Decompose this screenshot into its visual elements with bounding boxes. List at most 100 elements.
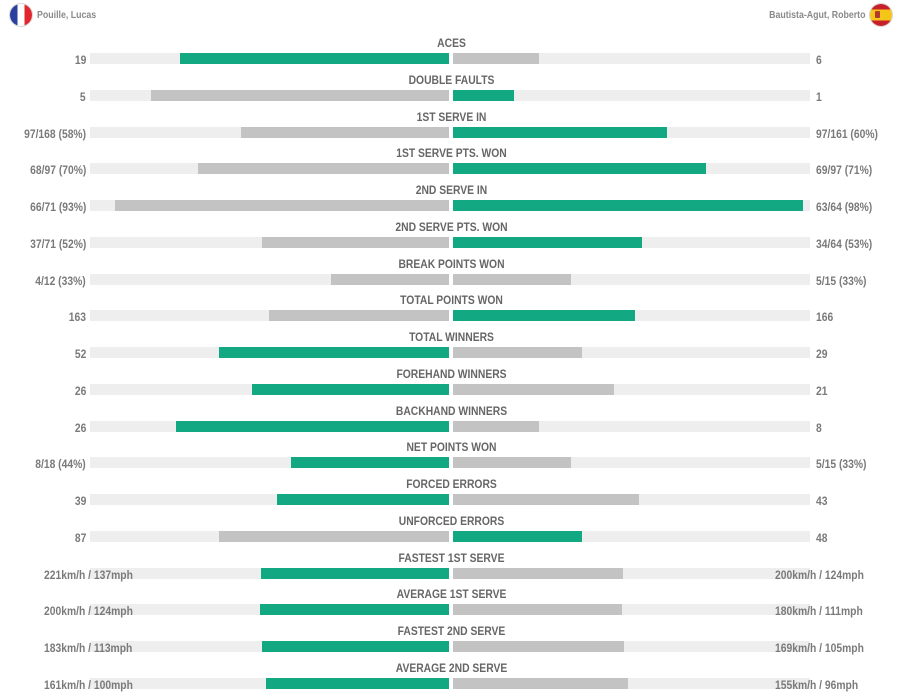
- stat-value-right: 63/64 (98%): [816, 200, 873, 214]
- stat-value-left: 26: [74, 421, 86, 435]
- player-right: Bautista-Agut, Roberto: [756, 4, 892, 26]
- stat-title: FORCED ERRORS: [406, 477, 497, 491]
- stat-title: TOTAL WINNERS: [409, 330, 494, 344]
- stat-title: TOTAL POINTS WON: [400, 293, 503, 307]
- stat-value-left: 97/168 (58%): [24, 127, 86, 141]
- stat-row: AVERAGE 2ND SERVE 161km/h / 100mph 155km/h…: [0, 661, 903, 698]
- stat-track-left: [90, 457, 449, 468]
- stat-value-right: 5/15 (33%): [816, 274, 867, 288]
- stat-row: TOTAL WINNERS 52 29: [0, 330, 903, 367]
- stat-row: FORCED ERRORS 39 43: [0, 477, 903, 514]
- stat-title: FOREHAND WINNERS: [396, 367, 507, 381]
- stat-title: FASTEST 1ST SERVE: [398, 551, 505, 565]
- stat-bar-left: [262, 237, 449, 248]
- stat-track-right: [453, 421, 810, 432]
- stat-bar-left: [241, 127, 449, 138]
- stat-row: 2ND SERVE IN 66/71 (93%) 63/64 (98%): [0, 183, 903, 220]
- stat-bar-left: [331, 274, 449, 285]
- stat-row: BREAK POINTS WON 4/12 (33%) 5/15 (33%): [0, 257, 903, 294]
- stat-title: DOUBLE FAULTS: [408, 73, 495, 87]
- stat-value-right: 1: [816, 90, 822, 104]
- stat-title: NET POINTS WON: [406, 440, 497, 454]
- stat-track-right: [453, 641, 810, 652]
- stat-row: FASTEST 1ST SERVE 221km/h / 137mph 200km/h…: [0, 551, 903, 588]
- player-left-name: Pouille, Lucas: [37, 9, 97, 21]
- match-stats-header: Pouille, Lucas Bautista-Agut, Roberto: [0, 0, 903, 30]
- stat-track-right: [453, 53, 810, 64]
- stat-value-left: 39: [74, 494, 86, 508]
- stat-value-left: 37/71 (52%): [29, 237, 86, 251]
- stat-bar-right: [453, 568, 623, 579]
- stat-row: FOREHAND WINNERS 26 21: [0, 367, 903, 404]
- stat-value-right: 200km/h / 124mph: [775, 568, 864, 582]
- stat-track-right: [453, 568, 810, 579]
- stat-track-left: [90, 494, 449, 505]
- stat-value-right: 169km/h / 105mph: [775, 641, 864, 655]
- stat-value-right: 69/97 (71%): [816, 163, 873, 177]
- stat-title: UNFORCED ERRORS: [398, 514, 505, 528]
- stat-bar-right: [453, 421, 539, 432]
- flag-spain-icon: [870, 4, 892, 26]
- stat-value-left: 68/97 (70%): [29, 163, 86, 177]
- stat-title: BACKHAND WINNERS: [395, 404, 508, 418]
- stat-track-left: [90, 274, 449, 285]
- stat-title: 2ND SERVE PTS. WON: [395, 220, 508, 234]
- stat-bar-right: [453, 163, 706, 174]
- flag-france-icon: [10, 4, 32, 26]
- stat-bar-right: [453, 384, 614, 395]
- stat-track-right: [453, 531, 810, 542]
- stat-row: FASTEST 2ND SERVE 183km/h / 113mph 169km/h…: [0, 624, 903, 661]
- stat-bar-left: [115, 200, 449, 211]
- stat-value-right: 180km/h / 111mph: [775, 604, 863, 618]
- stat-value-left: 200km/h / 124mph: [44, 604, 133, 618]
- stat-bar-right: [453, 531, 582, 542]
- stat-value-right: 8: [816, 421, 822, 435]
- stat-track-right: [453, 604, 810, 615]
- stat-track-right: [453, 457, 810, 468]
- stat-row: DOUBLE FAULTS 5 1: [0, 73, 903, 110]
- stat-value-right: 21: [816, 384, 828, 398]
- stat-value-left: 66/71 (93%): [29, 200, 86, 214]
- stat-row: TOTAL POINTS WON 163 166: [0, 293, 903, 330]
- stat-value-left: 26: [74, 384, 86, 398]
- stat-track-right: [453, 274, 810, 285]
- stat-bar-left: [260, 604, 449, 615]
- stat-value-left: 183km/h / 113mph: [44, 641, 133, 655]
- stat-value-left: 8/18 (44%): [35, 457, 86, 471]
- stat-bar-left: [277, 494, 449, 505]
- stat-bar-right: [453, 678, 628, 689]
- stat-bar-left: [269, 310, 449, 321]
- stat-value-right: 97/161 (60%): [816, 127, 878, 141]
- stat-bar-left: [219, 347, 449, 358]
- stat-row: ACES 19 6: [0, 36, 903, 73]
- stat-value-left: 161km/h / 100mph: [44, 678, 133, 692]
- stat-row: 2ND SERVE PTS. WON 37/71 (52%) 34/64 (53%): [0, 220, 903, 257]
- stat-value-right: 29: [816, 347, 828, 361]
- stat-bar-right: [453, 641, 624, 652]
- stat-title: FASTEST 2ND SERVE: [397, 624, 506, 638]
- stat-bar-left: [176, 421, 449, 432]
- stat-bar-right: [453, 347, 582, 358]
- stat-bar-right: [453, 90, 514, 101]
- stat-bar-right: [453, 53, 539, 64]
- stat-bar-left: [198, 163, 449, 174]
- stat-title: 2ND SERVE IN: [415, 183, 488, 197]
- stat-track-right: [453, 90, 810, 101]
- stat-track-right: [453, 678, 810, 689]
- stat-bar-left: [261, 568, 449, 579]
- stat-value-left: 4/12 (33%): [35, 274, 86, 288]
- stat-value-right: 166: [816, 310, 834, 324]
- stat-value-right: 5/15 (33%): [816, 457, 867, 471]
- stat-value-left: 221km/h / 137mph: [44, 568, 133, 582]
- stat-bar-right: [453, 200, 803, 211]
- stat-value-right: 155km/h / 96mph: [775, 678, 859, 692]
- stat-bar-left: [219, 531, 449, 542]
- stat-row: 1ST SERVE IN 97/168 (58%) 97/161 (60%): [0, 110, 903, 147]
- player-left: Pouille, Lucas: [10, 4, 104, 26]
- stat-row: NET POINTS WON 8/18 (44%) 5/15 (33%): [0, 440, 903, 477]
- stat-row: AVERAGE 1ST SERVE 200km/h / 124mph 180km/h…: [0, 587, 903, 624]
- stat-value-left: 52: [74, 347, 86, 361]
- stat-value-left: 19: [74, 53, 86, 67]
- stat-bar-right: [453, 127, 667, 138]
